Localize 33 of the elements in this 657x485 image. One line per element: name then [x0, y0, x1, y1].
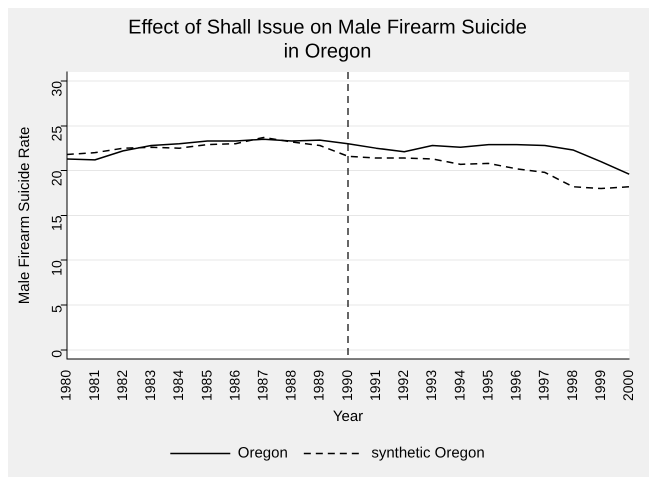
x-tick-label: 1980: [58, 370, 74, 402]
y-tick-label: 10: [48, 260, 65, 276]
x-tick-label: 1996: [508, 370, 524, 402]
x-tick-label: 1992: [395, 370, 412, 402]
x-tick-label: 1983: [142, 370, 158, 402]
legend-label: Oregon: [238, 444, 288, 462]
x-tick-label: 1987: [254, 370, 270, 402]
x-tick-label: 1997: [536, 370, 552, 402]
y-tick-label: 0: [48, 350, 65, 358]
x-tick-label: 1999: [592, 370, 608, 402]
x-tick-label: 1990: [338, 370, 355, 402]
y-tick-label: 20: [48, 170, 65, 186]
y-axis-title: Male Firearm Suicide Rate: [16, 126, 34, 304]
y-tick-label: 25: [48, 126, 65, 142]
y-tick-label: 30: [48, 80, 65, 97]
y-tick-label: 5: [48, 304, 65, 313]
x-tick-label: 1985: [198, 370, 214, 402]
chart-title: Effect of Shall Issue on Male Firearm Suicide in Oregon: [128, 16, 527, 63]
x-tick-label: 1988: [282, 370, 299, 402]
x-tick-label: 1986: [226, 370, 242, 402]
x-tick-label: 1982: [114, 370, 130, 402]
x-axis-title: Year: [332, 408, 364, 426]
x-tick-label: 1994: [451, 370, 468, 402]
x-tick-label: 1998: [564, 370, 580, 402]
x-tick-label: 2000: [620, 370, 636, 402]
x-tick-label: 1981: [86, 370, 102, 402]
x-tick-label: 1991: [366, 370, 383, 402]
y-tick-label: 15: [48, 215, 65, 232]
x-tick-label: 1989: [310, 370, 327, 402]
x-tick-label: 1993: [423, 370, 440, 402]
legend-label: synthetic Oregon: [371, 444, 485, 462]
x-tick-label: 1995: [479, 370, 496, 402]
x-tick-label: 1984: [170, 370, 186, 402]
